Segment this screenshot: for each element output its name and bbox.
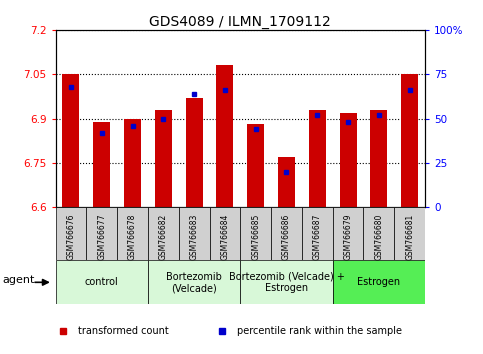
Text: GSM766681: GSM766681 bbox=[405, 213, 414, 260]
Text: GSM766683: GSM766683 bbox=[190, 213, 199, 260]
Bar bbox=[148, 260, 241, 304]
Bar bbox=[86, 207, 117, 260]
Bar bbox=[185, 98, 202, 207]
Bar bbox=[93, 121, 110, 207]
Text: GSM766679: GSM766679 bbox=[343, 213, 353, 260]
Bar bbox=[394, 207, 425, 260]
Bar bbox=[302, 207, 333, 260]
Text: transformed count: transformed count bbox=[78, 326, 169, 336]
Bar bbox=[117, 207, 148, 260]
Bar bbox=[179, 207, 210, 260]
Bar bbox=[370, 110, 387, 207]
Bar bbox=[155, 110, 172, 207]
Bar bbox=[333, 207, 364, 260]
Bar bbox=[401, 74, 418, 207]
Text: GSM766678: GSM766678 bbox=[128, 213, 137, 260]
Bar bbox=[148, 207, 179, 260]
Bar bbox=[278, 157, 295, 207]
Text: Bortezomib
(Velcade): Bortezomib (Velcade) bbox=[166, 272, 222, 293]
Bar bbox=[62, 74, 79, 207]
Bar bbox=[333, 260, 425, 304]
Bar bbox=[216, 65, 233, 207]
Bar bbox=[124, 119, 141, 207]
Text: GSM766687: GSM766687 bbox=[313, 213, 322, 260]
Text: Bortezomib (Velcade) +
Estrogen: Bortezomib (Velcade) + Estrogen bbox=[228, 272, 344, 293]
Text: GSM766682: GSM766682 bbox=[159, 213, 168, 260]
Bar bbox=[364, 207, 394, 260]
Text: control: control bbox=[85, 277, 119, 287]
Text: percentile rank within the sample: percentile rank within the sample bbox=[237, 326, 401, 336]
Bar bbox=[56, 260, 148, 304]
Text: GSM766685: GSM766685 bbox=[251, 213, 260, 260]
Bar bbox=[271, 207, 302, 260]
Bar bbox=[210, 207, 240, 260]
Text: GSM766676: GSM766676 bbox=[67, 213, 75, 260]
Text: GSM766677: GSM766677 bbox=[97, 213, 106, 260]
Bar bbox=[240, 260, 333, 304]
Bar bbox=[309, 110, 326, 207]
Bar bbox=[247, 125, 264, 207]
Bar bbox=[240, 207, 271, 260]
Text: Estrogen: Estrogen bbox=[357, 277, 400, 287]
Text: agent: agent bbox=[3, 275, 35, 285]
Text: GSM766680: GSM766680 bbox=[374, 213, 384, 260]
Bar bbox=[340, 113, 356, 207]
Bar bbox=[56, 207, 86, 260]
Text: GSM766684: GSM766684 bbox=[220, 213, 229, 260]
Text: GSM766686: GSM766686 bbox=[282, 213, 291, 260]
Title: GDS4089 / ILMN_1709112: GDS4089 / ILMN_1709112 bbox=[149, 15, 331, 29]
